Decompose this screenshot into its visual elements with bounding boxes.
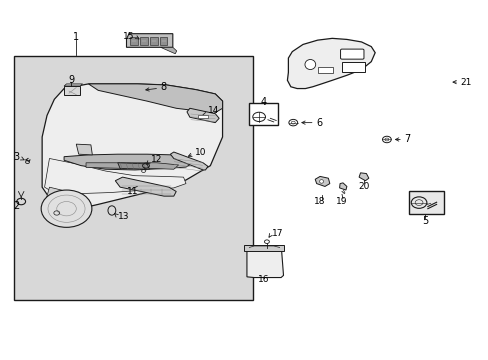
Text: 9: 9: [68, 75, 74, 85]
Polygon shape: [126, 34, 172, 47]
Text: 12: 12: [151, 156, 162, 165]
Polygon shape: [64, 154, 193, 170]
Bar: [159, 37, 167, 45]
Bar: [408, 191, 444, 214]
Bar: [317, 67, 332, 73]
Text: 7: 7: [404, 135, 410, 144]
Polygon shape: [160, 47, 176, 54]
Bar: [14, 56, 253, 300]
Text: 8: 8: [160, 82, 166, 93]
Polygon shape: [339, 183, 346, 190]
Polygon shape: [246, 249, 283, 278]
Text: 3: 3: [14, 152, 20, 162]
Text: 15: 15: [122, 32, 134, 41]
Text: 6: 6: [316, 118, 322, 128]
Text: 11: 11: [126, 187, 138, 196]
Polygon shape: [358, 173, 368, 181]
Polygon shape: [170, 152, 207, 170]
Text: 17: 17: [271, 229, 283, 238]
Text: 4: 4: [261, 97, 266, 107]
Text: 14: 14: [207, 105, 219, 114]
Text: 10: 10: [194, 148, 206, 157]
Ellipse shape: [319, 180, 323, 183]
Polygon shape: [243, 245, 284, 251]
Bar: [198, 116, 207, 118]
Text: 18: 18: [314, 197, 325, 206]
Polygon shape: [287, 39, 374, 89]
Text: 16: 16: [258, 275, 269, 284]
Polygon shape: [315, 176, 329, 186]
Bar: [249, 103, 277, 126]
Polygon shape: [86, 163, 178, 169]
Polygon shape: [88, 84, 222, 116]
Polygon shape: [115, 177, 176, 196]
Polygon shape: [76, 144, 92, 155]
FancyBboxPatch shape: [340, 49, 363, 59]
Circle shape: [41, 190, 92, 227]
Polygon shape: [45, 187, 79, 209]
Polygon shape: [64, 84, 82, 86]
Text: 20: 20: [358, 181, 369, 190]
Text: 13: 13: [118, 212, 129, 221]
Text: 5: 5: [421, 216, 427, 226]
Polygon shape: [64, 86, 80, 95]
Polygon shape: [42, 84, 222, 210]
Text: 19: 19: [336, 197, 347, 206]
Text: 2: 2: [14, 201, 20, 211]
Polygon shape: [44, 158, 185, 194]
Polygon shape: [186, 108, 219, 123]
Bar: [341, 62, 365, 72]
Bar: [130, 37, 138, 45]
Ellipse shape: [305, 59, 315, 69]
Bar: [140, 37, 148, 45]
Polygon shape: [118, 163, 149, 169]
Text: 1: 1: [73, 32, 79, 42]
Bar: [150, 37, 158, 45]
Text: 21: 21: [459, 78, 470, 87]
